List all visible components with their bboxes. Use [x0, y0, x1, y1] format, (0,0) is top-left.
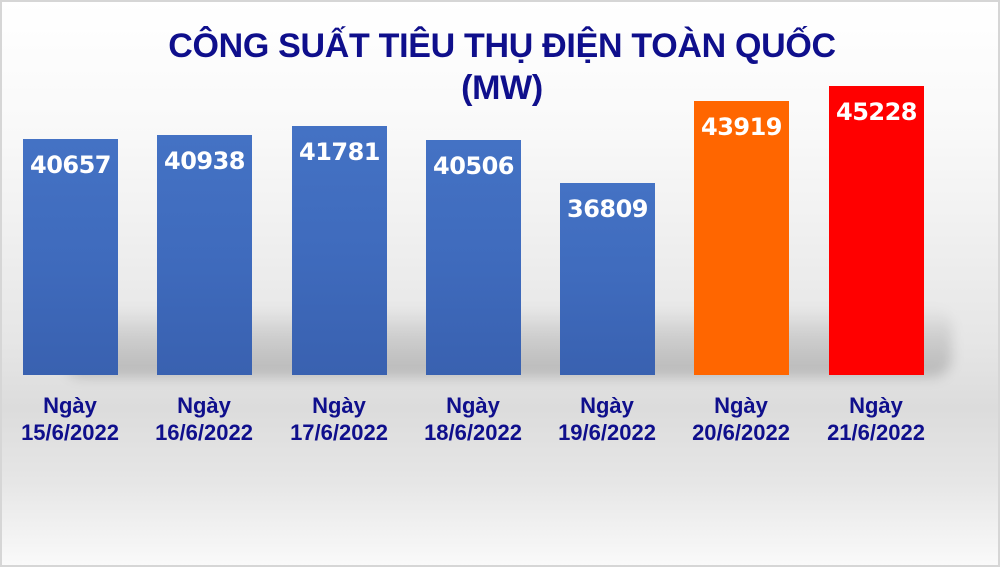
bar-21-6-2022: 45228 [829, 86, 924, 375]
category-label-line1: Ngày [446, 393, 500, 418]
bar-value-label: 36809 [567, 195, 649, 223]
category-label-line1: Ngày [43, 393, 97, 418]
x-axis-category-label: Ngày 18/6/2022 [403, 392, 543, 446]
x-axis-category-label: Ngày 15/6/2022 [0, 392, 140, 446]
category-label-date: 20/6/2022 [692, 420, 790, 445]
category-label-date: 17/6/2022 [290, 420, 388, 445]
bar-19-6-2022: 36809 [560, 183, 655, 375]
bar-value-label: 40938 [164, 147, 246, 175]
x-axis-category-label: Ngày 19/6/2022 [537, 392, 677, 446]
x-axis-category-label: Ngày 21/6/2022 [806, 392, 946, 446]
category-label-date: 21/6/2022 [827, 420, 925, 445]
bar-value-label: 41781 [299, 138, 381, 166]
bar-value-label: 43919 [701, 113, 783, 141]
bar-value-label: 45228 [836, 98, 918, 126]
chart-subtitle-unit: (MW) [461, 69, 543, 107]
category-label-date: 19/6/2022 [558, 420, 656, 445]
category-label-date: 15/6/2022 [21, 420, 119, 445]
bar-17-6-2022: 41781 [292, 126, 387, 375]
category-label-date: 16/6/2022 [155, 420, 253, 445]
x-axis-category-label: Ngày 20/6/2022 [671, 392, 811, 446]
category-label-line1: Ngày [580, 393, 634, 418]
category-label-date: 18/6/2022 [424, 420, 522, 445]
category-label-line1: Ngày [312, 393, 366, 418]
bar-18-6-2022: 40506 [426, 140, 521, 375]
category-label-line1: Ngày [177, 393, 231, 418]
bar-20-6-2022: 43919 [694, 101, 789, 375]
bar-value-label: 40506 [433, 152, 515, 180]
category-label-line1: Ngày [714, 393, 768, 418]
bar-16-6-2022: 40938 [157, 135, 252, 375]
x-axis-category-label: Ngày 17/6/2022 [269, 392, 409, 446]
bar-value-label: 40657 [30, 151, 112, 179]
chart-title: CÔNG SUẤT TIÊU THỤ ĐIỆN TOÀN QUỐC [168, 27, 836, 65]
x-axis-category-label: Ngày 16/6/2022 [134, 392, 274, 446]
bar-15-6-2022: 40657 [23, 139, 118, 375]
category-label-line1: Ngày [849, 393, 903, 418]
